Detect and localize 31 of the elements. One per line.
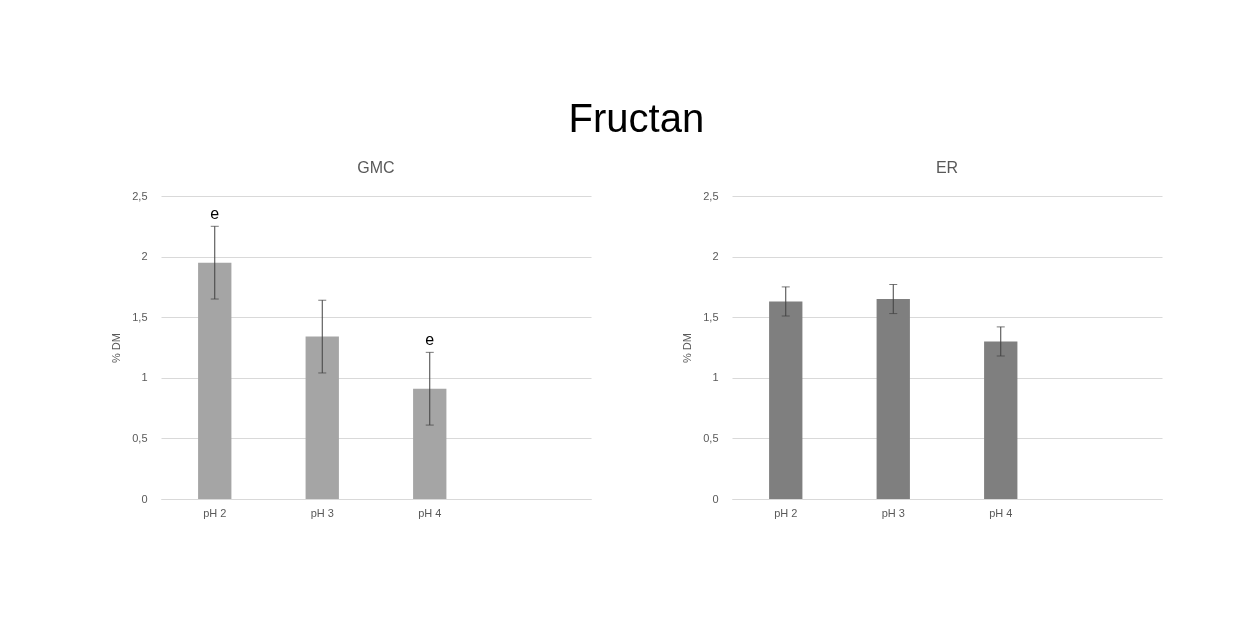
bar — [305, 336, 339, 499]
y-tick-label: 2,5 — [132, 189, 148, 202]
bar — [413, 388, 447, 499]
y-tick-label: 1 — [712, 371, 719, 384]
chart-subtitle: ER — [935, 159, 959, 176]
y-tick-label: 0 — [712, 492, 719, 505]
chart-subtitle: GMC — [357, 159, 395, 176]
y-tick-label: 2,5 — [703, 189, 719, 202]
x-tick-label: pH 4 — [418, 506, 442, 519]
x-tick-label: pH 3 — [881, 506, 905, 519]
y-tick-label: 1 — [141, 371, 148, 384]
bar — [769, 301, 803, 499]
x-tick-label: pH 4 — [989, 506, 1013, 519]
y-tick-label: 2 — [712, 250, 719, 263]
chart-title: Fructan — [568, 96, 705, 140]
x-tick-label: pH 2 — [774, 506, 798, 519]
y-tick-label: 0 — [141, 492, 148, 505]
y-axis-title: % DM — [681, 333, 694, 363]
bar — [984, 341, 1018, 499]
annotation: e — [210, 205, 220, 223]
y-tick-label: 0,5 — [703, 431, 719, 444]
y-tick-label: 1,5 — [132, 310, 148, 323]
bar — [198, 262, 232, 499]
y-tick-label: 1,5 — [703, 310, 719, 323]
annotation: e — [425, 331, 435, 349]
y-tick-label: 2 — [141, 250, 148, 263]
bar — [876, 299, 910, 499]
y-tick-label: 0,5 — [132, 431, 148, 444]
x-tick-label: pH 2 — [203, 506, 227, 519]
y-axis-title: % DM — [110, 333, 123, 363]
x-tick-label: pH 3 — [310, 506, 334, 519]
